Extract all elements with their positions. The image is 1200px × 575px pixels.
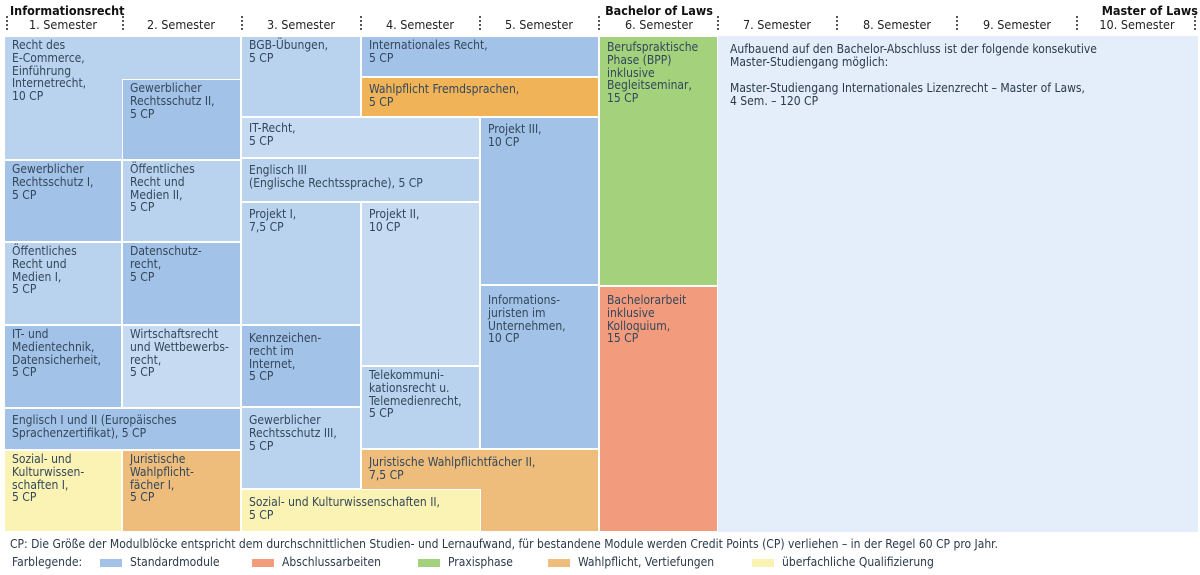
- legend-swatch: [252, 558, 274, 567]
- semester-4: 4. Semester: [385, 17, 455, 32]
- legend-item-standardmodule: Standardmodule: [100, 555, 220, 569]
- legend-item-ueberfachlich: überfachliche Qualifizierung: [752, 555, 934, 569]
- semester-7: 7. Semester: [742, 17, 812, 32]
- semester-5: 5. Semester: [504, 17, 574, 32]
- separator: [479, 16, 481, 30]
- module-projekt-2: Projekt II, 10 CP: [361, 202, 480, 366]
- semester-1: 1. Semester: [28, 17, 98, 32]
- title-master: Master of Laws: [1101, 3, 1198, 18]
- legend-item-label: Standardmodule: [130, 555, 220, 569]
- module-sozialwissenschaften-2: Sozial- und Kulturwissenschaften II, 5 C…: [241, 489, 481, 532]
- semester-3: 3. Semester: [266, 17, 336, 32]
- module-projekt-1: Projekt I, 7,5 CP: [241, 202, 361, 325]
- module-oeffentliches-recht-1: Öffentliches Recht und Medien I, 5 CP: [4, 242, 122, 325]
- semester-9: 9. Semester: [982, 17, 1052, 32]
- legend-swatch: [752, 558, 774, 567]
- legend-label: Farblegende:: [12, 555, 83, 569]
- separator: [836, 16, 838, 30]
- module-berufspraktische-phase: Berufspraktische Phase (BPP) inklusive B…: [599, 36, 718, 286]
- title-bachelor: Bachelor of Laws: [605, 3, 713, 18]
- legend-swatch: [100, 558, 122, 567]
- semester-8: 8. Semester: [862, 17, 932, 32]
- module-projekt-3: Projekt III, 10 CP: [480, 117, 599, 285]
- module-gewerblicher-rechtsschutz-3: Gewerblicher Rechtsschutz III, 5 CP: [241, 407, 361, 489]
- module-wirtschaftsrecht: Wirtschaftsrecht und Wettbewerbs- recht,…: [122, 325, 241, 408]
- module-bgb-uebungen: BGB-Übungen, 5 CP: [241, 36, 361, 117]
- separator: [1076, 16, 1078, 30]
- legend-item-wahlpflicht: Wahlpflicht, Vertiefungen: [548, 555, 714, 569]
- semester-6: 6. Semester: [624, 17, 694, 32]
- legend-item-label: Praxisphase: [448, 555, 513, 569]
- module-englisch-3: Englisch III (Englische Rechtssprache), …: [241, 158, 480, 202]
- separator: [1194, 16, 1196, 30]
- master-info-panel: Aufbauend auf den Bachelor-Abschluss ist…: [718, 36, 1198, 532]
- module-it-recht: IT-Recht, 5 CP: [241, 117, 480, 158]
- legend-item-label: Wahlpflicht, Vertiefungen: [578, 555, 715, 569]
- module-englisch-1-2: Englisch I und II (Europäisches Sprachen…: [4, 408, 241, 450]
- module-gewerblicher-rechtsschutz-2: Gewerblicher Rechtsschutz II, 5 CP: [122, 79, 241, 160]
- module-informationsjuristen: Informations- juristen im Unternehmen, 1…: [480, 285, 599, 449]
- separator: [598, 16, 600, 30]
- separator: [956, 16, 958, 30]
- semester-10: 10. Semester: [1099, 17, 1175, 32]
- legend-item-abschlussarbeiten: Abschlussarbeiten: [252, 555, 381, 569]
- module-telekommunikationsrecht: Telekommuni- kationsrecht u. Telemedienr…: [361, 366, 480, 449]
- separator: [241, 16, 243, 30]
- module-kennzeichenrecht: Kennzeichen- recht im Internet, 5 CP: [241, 325, 361, 407]
- module-sozialwissenschaften-1: Sozial- und Kulturwissen- schaften I, 5 …: [4, 450, 122, 532]
- semester-2: 2. Semester: [146, 17, 216, 32]
- module-oeffentliches-recht-2: Öffentliches Recht und Medien II, 5 CP: [122, 160, 241, 242]
- module-internationales-recht: Internationales Recht, 5 CP: [361, 36, 599, 77]
- module-juristische-wahlpflicht-1: Juristische Wahlpflicht- fächer I, 5 CP: [122, 450, 241, 532]
- module-datenschutzrecht: Datenschutz- recht, 5 CP: [122, 242, 241, 325]
- legend-swatch: [418, 558, 440, 567]
- separator: [717, 16, 719, 30]
- separator: [360, 16, 362, 30]
- title-informationsrecht: Informationsrecht: [10, 3, 125, 18]
- footnote: CP: Die Größe der Modulblöcke entspricht…: [10, 537, 998, 551]
- module-it-medientechnik: IT- und Medientechnik, Datensicherheit, …: [4, 325, 122, 408]
- module-gewerblicher-rechtsschutz-1: Gewerblicher Rechtsschutz I, 5 CP: [4, 160, 122, 242]
- legend-item-praxisphase: Praxisphase: [418, 555, 513, 569]
- module-wahlpflicht-fremdsprachen: Wahlpflicht Fremdsprachen, 5 CP: [361, 77, 599, 117]
- module-bachelorarbeit: Bachelorarbeit inklusive Kolloquium, 15 …: [599, 286, 718, 532]
- separator: [122, 16, 124, 30]
- legend-item-label: überfachliche Qualifizierung: [782, 555, 934, 569]
- legend-swatch: [548, 558, 570, 567]
- separator: [6, 16, 8, 30]
- legend-item-label: Abschlussarbeiten: [282, 555, 382, 569]
